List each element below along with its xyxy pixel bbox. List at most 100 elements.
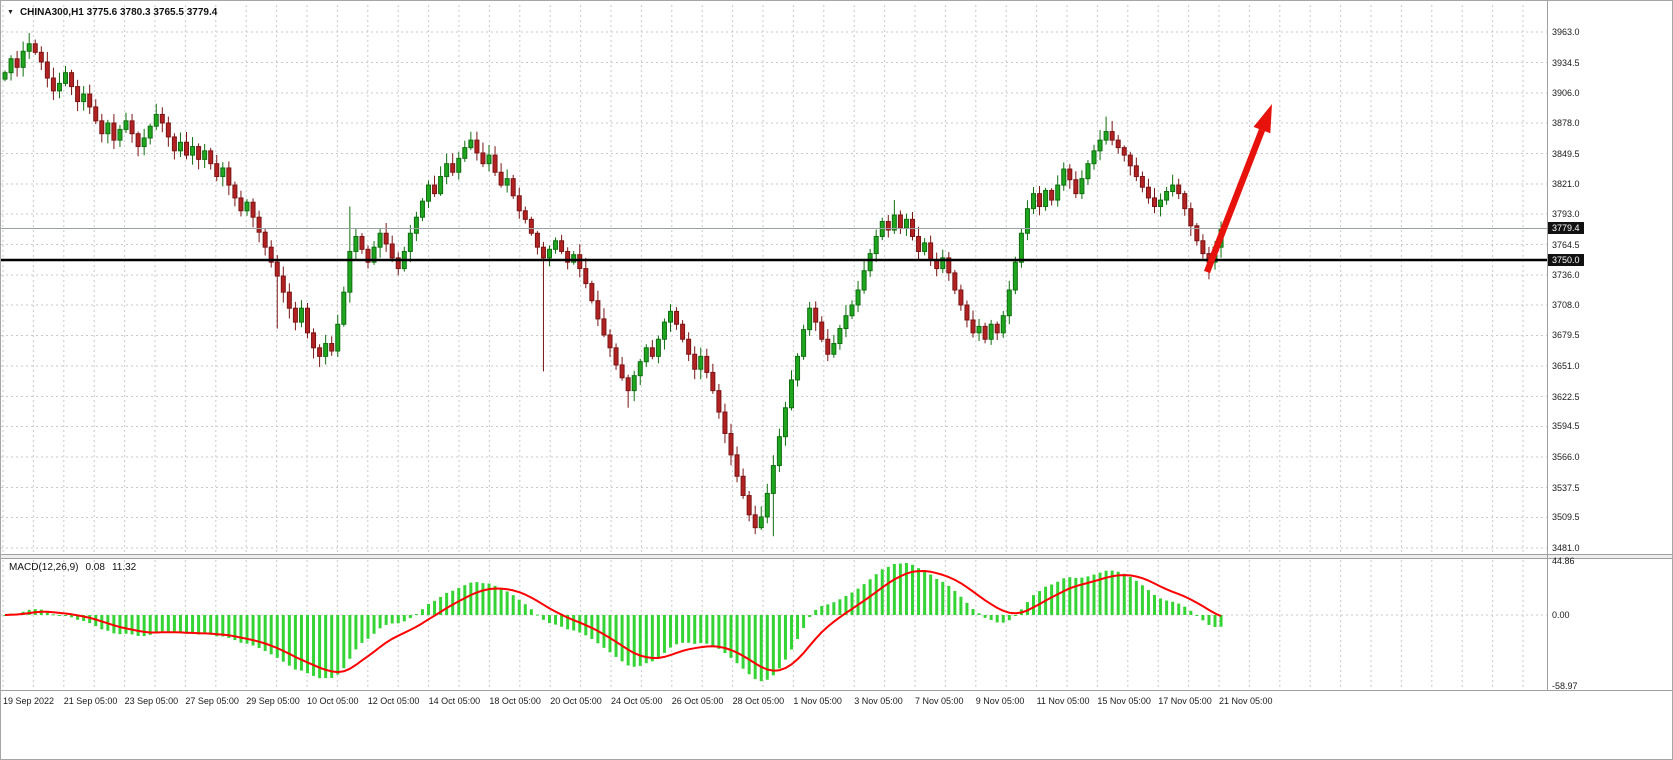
macd-bar	[493, 585, 497, 615]
candle-body	[1067, 168, 1073, 181]
candle-body	[649, 347, 655, 357]
macd-bar	[783, 615, 787, 660]
macd-bar	[499, 589, 503, 615]
macd-bar	[548, 615, 551, 623]
candle-body	[1188, 208, 1194, 227]
macd-bar	[306, 615, 309, 674]
time-axis-label: 29 Sep 05:00	[246, 696, 300, 706]
candle-body	[87, 93, 93, 108]
time-axis-label: 26 Oct 05:00	[671, 696, 724, 706]
macd-bar	[983, 615, 987, 618]
candle-body	[93, 106, 99, 122]
candle-body	[601, 318, 607, 336]
candle-body	[534, 232, 540, 248]
candle-body	[111, 122, 117, 141]
candle-body	[1115, 139, 1121, 149]
macd-bar	[723, 615, 727, 653]
candle-body	[982, 325, 988, 340]
candle-body	[1079, 178, 1085, 195]
macd-bar	[445, 592, 449, 615]
candle-body	[214, 163, 220, 178]
candle-body	[1176, 184, 1182, 195]
macd-bar	[953, 590, 957, 615]
chart-title: ▼ CHINA300,H1 3775.6 3780.3 3765.5 3779.…	[7, 7, 217, 18]
candle-body	[105, 122, 111, 135]
macd-bar	[1140, 585, 1144, 615]
candle-body	[643, 347, 649, 363]
macd-axis-label: -58.97	[1552, 681, 1578, 691]
chevron-down-icon[interactable]: ▼	[7, 9, 14, 16]
macd-signal-value: 11.32	[111, 562, 137, 573]
macd-bar	[602, 615, 606, 648]
macd-bar	[239, 615, 243, 643]
macd-bar	[626, 615, 630, 666]
trend-arrow-annotation[interactable]	[1203, 104, 1272, 274]
macd-bar	[227, 615, 231, 638]
candle-body	[8, 58, 14, 74]
macd-bar	[245, 615, 249, 644]
candle-body	[934, 259, 940, 270]
macd-bar	[136, 615, 140, 636]
candle-body	[238, 197, 244, 212]
candle-body	[492, 154, 498, 173]
macd-bar	[269, 615, 273, 655]
macd-bar	[620, 615, 624, 662]
candle-body	[317, 347, 323, 357]
macd-bar	[614, 615, 618, 657]
macd-bar	[408, 615, 412, 619]
symbol-ohlc-text: CHINA300,H1 3775.6 3780.3 3765.5 3779.4	[19, 7, 218, 18]
candle-body	[770, 465, 776, 494]
candle-body	[553, 240, 559, 250]
candle-body	[716, 390, 722, 413]
macd-bar	[312, 615, 316, 676]
candle-body	[686, 338, 692, 355]
macd-bar	[293, 615, 297, 670]
macd-bar	[638, 615, 642, 666]
candle-body	[365, 248, 371, 263]
candle-body	[329, 343, 335, 352]
time-axis-label: 7 Nov 05:00	[915, 696, 964, 706]
candle-body	[165, 122, 171, 138]
candle-body	[413, 216, 419, 234]
candle-body	[704, 355, 710, 373]
price-axis-label: 3679.5	[1552, 330, 1580, 341]
macd-bar	[3, 615, 7, 616]
macd-bar	[433, 600, 437, 615]
macd-bar	[675, 615, 679, 645]
candle-body	[407, 232, 413, 252]
candle-body	[722, 411, 728, 434]
candle-body	[335, 323, 341, 352]
macd-histogram	[3, 563, 1223, 682]
candle-body	[940, 257, 946, 270]
macd-bar	[360, 615, 364, 643]
time-axis-label: 12 Oct 05:00	[367, 696, 420, 706]
candle-body	[256, 216, 262, 233]
candle-body	[565, 250, 571, 263]
macd-bar	[608, 615, 612, 653]
candle-body	[208, 150, 214, 165]
candle-body	[752, 514, 758, 529]
time-axis-label: 28 Oct 05:00	[732, 696, 785, 706]
candle-body	[789, 379, 794, 409]
candle-body	[311, 332, 317, 349]
candle-body	[280, 275, 286, 293]
macd-bar	[705, 615, 709, 644]
pane-separator[interactable]	[1, 554, 1672, 559]
candle-body	[540, 246, 546, 259]
macd-bar	[844, 595, 848, 615]
candle-body	[486, 154, 492, 165]
candle-body	[298, 307, 304, 323]
macd-bar	[741, 615, 745, 669]
macd-bar	[481, 583, 485, 615]
macd-bar	[130, 615, 134, 635]
macd-bar	[118, 615, 122, 635]
candle-body	[468, 139, 474, 149]
macd-bar	[336, 615, 340, 675]
candle-body	[347, 250, 353, 293]
macd-bar	[342, 615, 346, 669]
candle-body	[371, 246, 377, 263]
candle-body	[547, 248, 552, 259]
candle-body	[341, 291, 347, 325]
macd-bar	[487, 583, 491, 615]
